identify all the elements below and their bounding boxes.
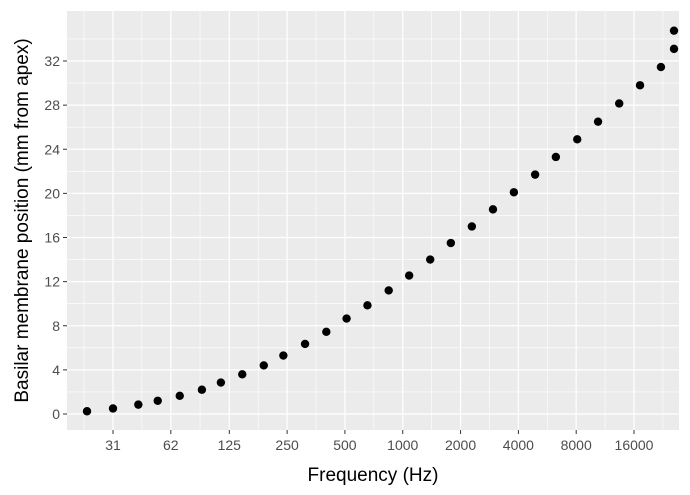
- x-tick-label: 8000: [561, 437, 592, 453]
- y-axis-tick-labels: 0 4 8 12 16 20 24 28 32: [44, 53, 60, 422]
- data-point: [551, 152, 561, 162]
- x-tick-label: 4000: [503, 437, 534, 453]
- data-point: [322, 327, 331, 337]
- y-tick-label: 0: [52, 406, 60, 422]
- data-point: [134, 400, 143, 409]
- x-tick-label: 125: [218, 437, 242, 453]
- x-tick-label: 16000: [615, 437, 654, 453]
- data-point: [363, 301, 372, 310]
- data-point: [446, 238, 456, 248]
- data-point: [404, 271, 414, 280]
- minor-gridlines: [67, 11, 679, 430]
- x-tick-label: 250: [275, 437, 299, 453]
- data-point: [153, 396, 162, 405]
- x-tick-label: 500: [333, 437, 357, 453]
- y-axis-ticks: [63, 60, 67, 415]
- data-point: [488, 205, 498, 214]
- data-point: [656, 62, 666, 72]
- data-point: [238, 370, 247, 379]
- data-point: [175, 391, 184, 400]
- data-point: [108, 404, 118, 413]
- major-gridlines: [67, 11, 679, 430]
- data-point: [82, 407, 92, 416]
- y-tick-label: 20: [44, 185, 60, 201]
- data-point: [259, 361, 268, 370]
- x-tick-label: 2000: [445, 437, 476, 453]
- x-axis-title: Frequency (Hz): [308, 465, 439, 486]
- data-points: [82, 26, 679, 416]
- x-tick-label: 62: [163, 437, 179, 453]
- data-point: [573, 135, 582, 144]
- data-point: [216, 378, 226, 387]
- y-tick-label: 12: [44, 274, 60, 290]
- data-point: [384, 286, 393, 295]
- x-axis-ticks: [112, 430, 635, 434]
- data-point: [300, 339, 310, 349]
- y-axis-title: Basilar membrane position (mm from apex): [12, 38, 33, 402]
- data-point: [635, 81, 645, 90]
- y-tick-label: 32: [44, 53, 60, 69]
- data-point: [593, 117, 603, 126]
- data-point: [509, 188, 519, 197]
- data-point: [279, 351, 288, 360]
- y-tick-label: 4: [52, 362, 60, 378]
- y-tick-label: 8: [52, 318, 60, 334]
- y-tick-label: 28: [44, 97, 60, 113]
- x-axis-tick-labels: 31 62 125 250 500 1000 2000 4000 8000 16000: [105, 437, 653, 453]
- data-point: [615, 99, 624, 108]
- data-point: [467, 222, 477, 231]
- data-point: [342, 314, 351, 323]
- y-tick-label: 24: [44, 141, 60, 157]
- data-point: [426, 255, 435, 264]
- x-tick-label: 1000: [387, 437, 418, 453]
- y-tick-label: 16: [44, 230, 60, 246]
- panel-background: [67, 11, 679, 430]
- data-point: [530, 170, 540, 179]
- data-point: [197, 385, 207, 394]
- data-point: [669, 26, 679, 35]
- data-point: [669, 44, 679, 54]
- x-tick-label: 31: [105, 437, 121, 453]
